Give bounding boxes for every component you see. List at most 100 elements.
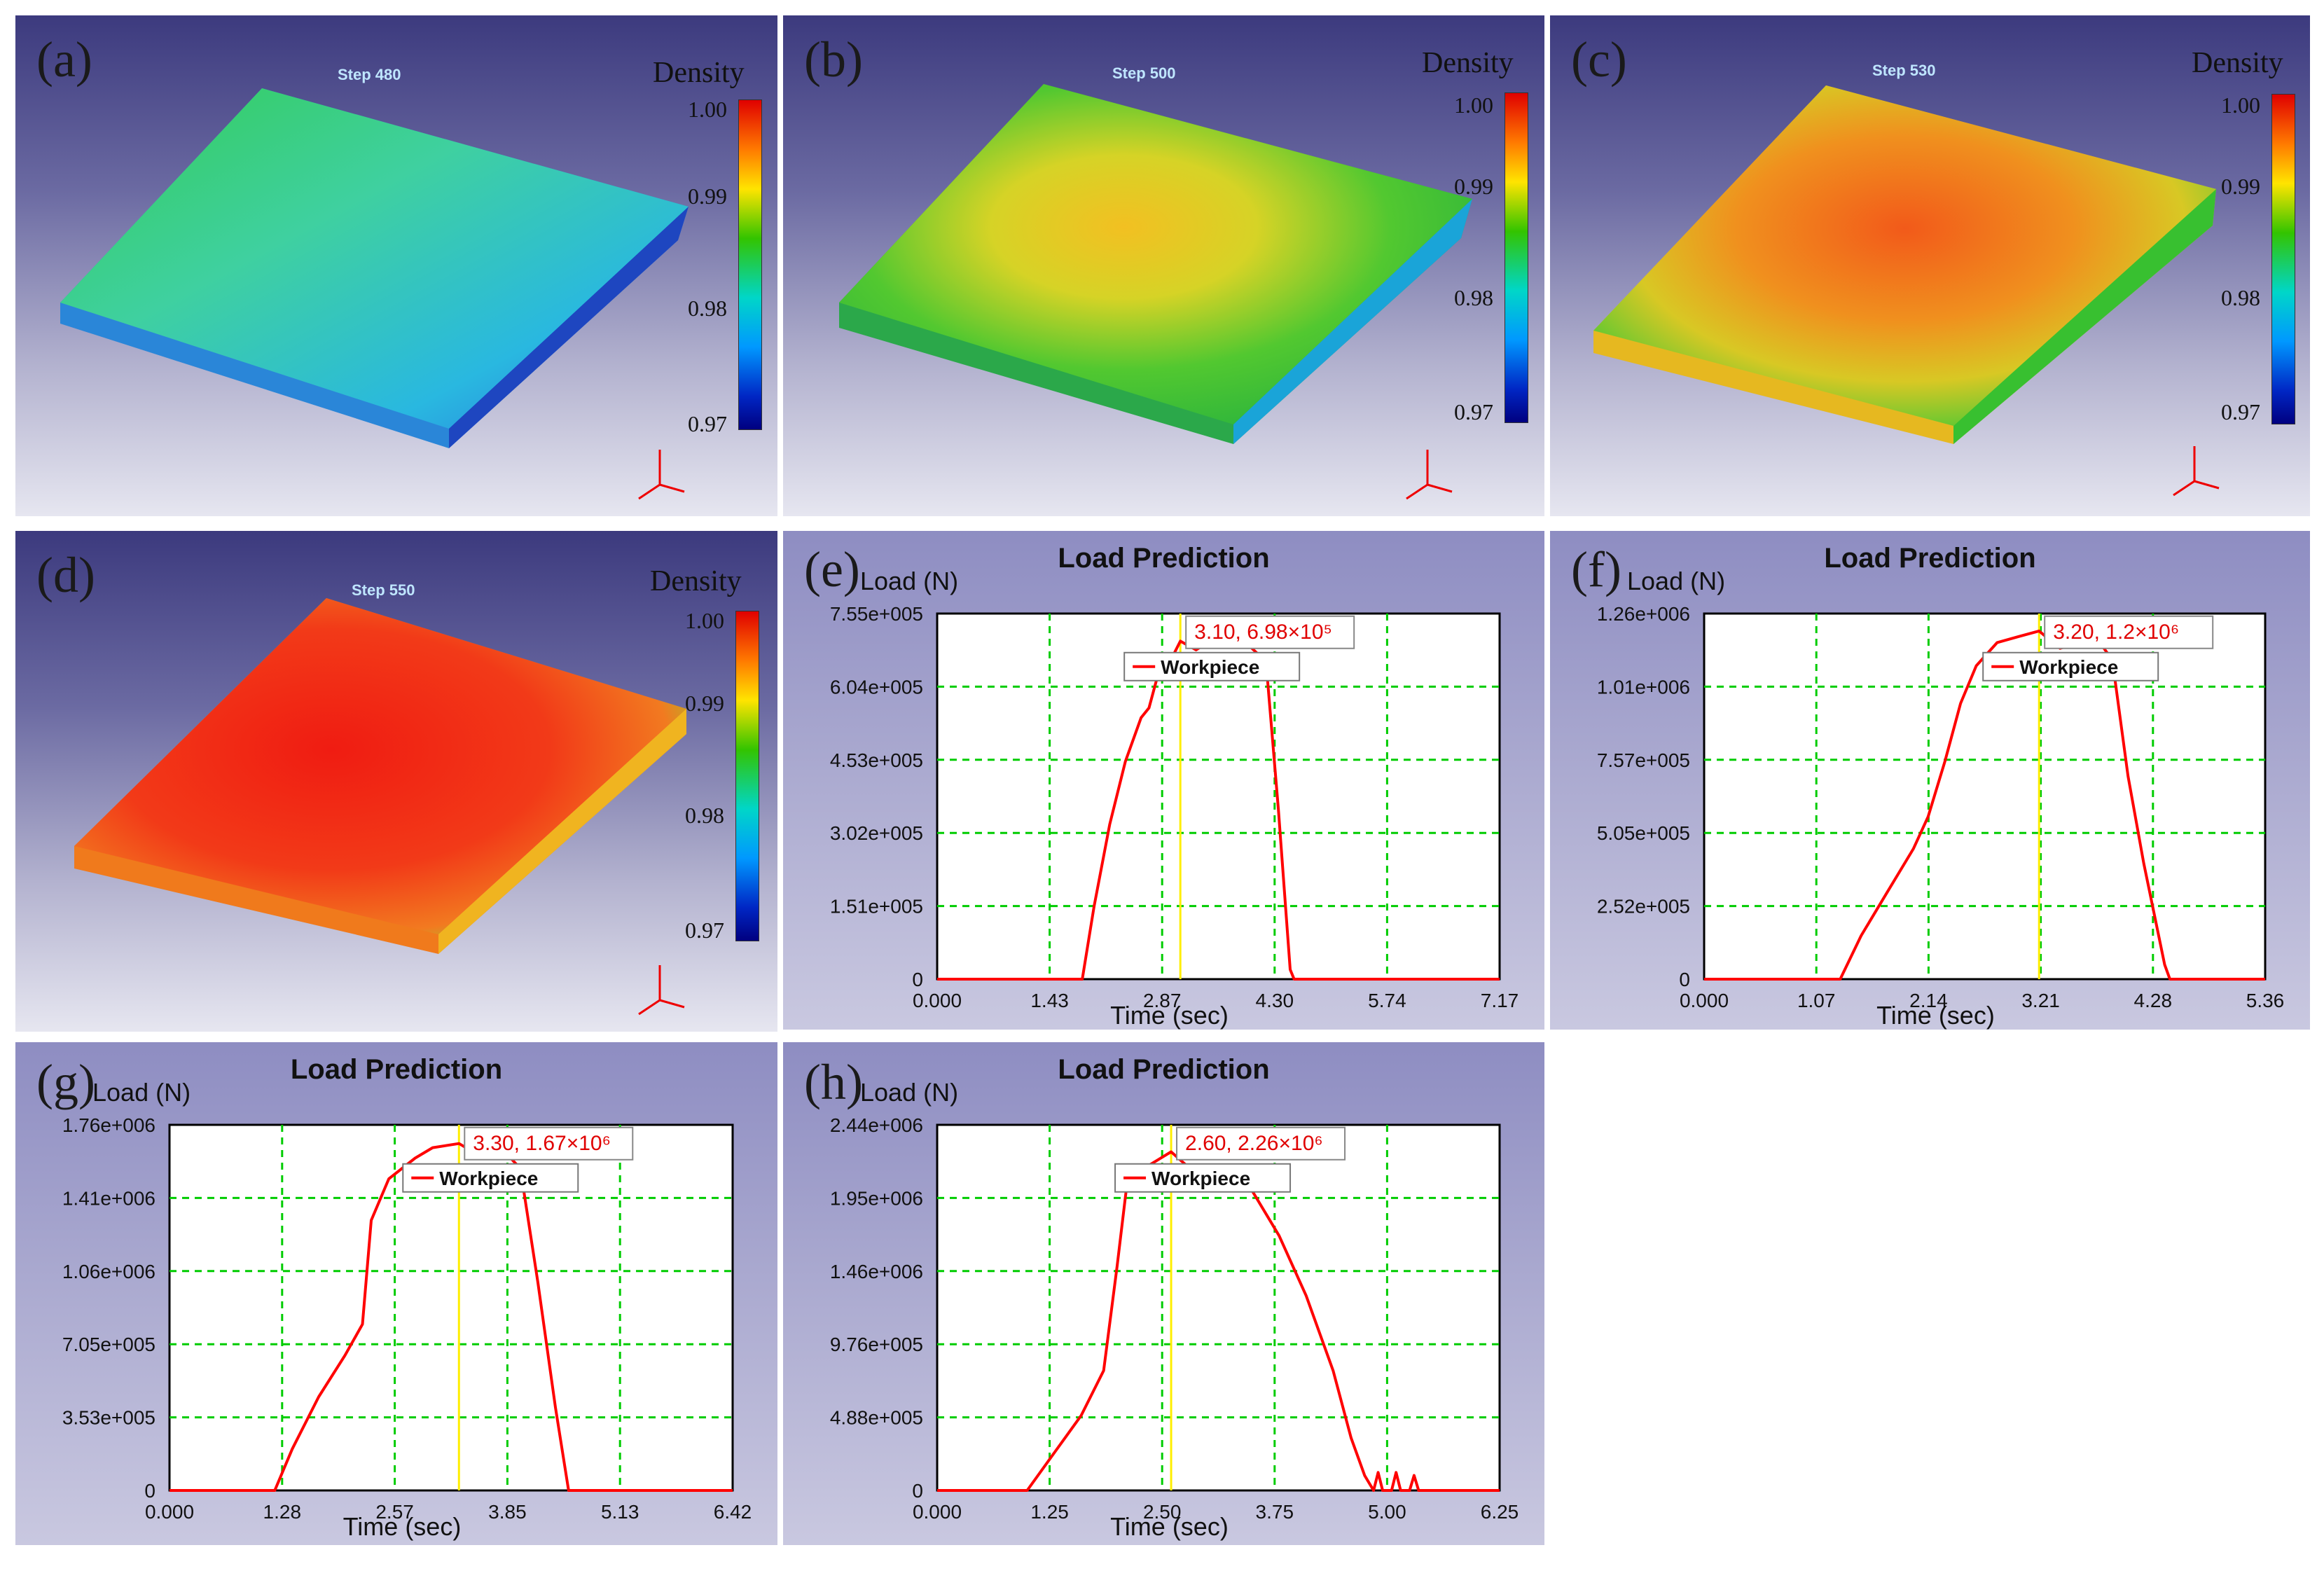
- y-tick-label: 7.57e+005: [1597, 749, 1690, 771]
- plate-a: [60, 88, 689, 448]
- panel-label: (c): [1571, 32, 1627, 88]
- plate-a-edge: [449, 207, 689, 448]
- y-axis-label: Load (N): [92, 1078, 191, 1107]
- chart-g: Load Prediction Load (N) 0.000 1.28 2.57 3.85…: [62, 1054, 752, 1541]
- x-tick-label: 3.21: [2021, 990, 2060, 1011]
- colorbar-tick: 0.99: [688, 184, 727, 209]
- colorbar-tick: 0.97: [1454, 399, 1493, 424]
- annotation-text: 3.20, 1.2×10⁶: [2053, 621, 2179, 644]
- y-axis-label: Load (N): [1627, 567, 1725, 595]
- colorbar-tick: 0.98: [688, 296, 727, 321]
- x-tick-label: 5.36: [2246, 990, 2285, 1011]
- x-axis-label: Time (sec): [1876, 1001, 1995, 1030]
- colorbar-tick: 0.98: [2221, 285, 2260, 310]
- y-tick-label: 2.44e+006: [830, 1114, 923, 1136]
- panel-b: (b) Step 500 Density 1.00 0.99 0.98 0.97: [783, 15, 1544, 516]
- colorbar: [735, 611, 759, 941]
- colorbar-tick: 1.00: [685, 608, 724, 633]
- colorbar: [2271, 94, 2295, 424]
- axis-triad-icon: [2173, 446, 2220, 497]
- x-tick-label: 4.30: [1256, 990, 1294, 1011]
- x-tick-label: 1.25: [1030, 1501, 1069, 1523]
- panel-label: (f): [1571, 541, 1621, 597]
- annotation-box: [464, 1126, 634, 1161]
- y-tick-label: 1.41e+006: [62, 1187, 155, 1209]
- y-tick-label: 1.26e+006: [1597, 603, 1690, 625]
- colorbar-tick: 0.99: [2221, 174, 2260, 199]
- colorbar-tick: 0.98: [685, 803, 724, 828]
- y-tick-label: 1.01e+006: [1597, 676, 1690, 698]
- x-tick-label: 6.42: [714, 1501, 752, 1523]
- plate-d: [74, 598, 686, 954]
- panel-label: (g): [36, 1054, 95, 1110]
- colorbar-tick: 0.98: [1454, 285, 1493, 310]
- x-tick-label: 2.57: [375, 1501, 414, 1523]
- y-tick-label: 2.52e+005: [1597, 896, 1690, 918]
- panel-c: (c) Step 530 Density 1.00 0.99 0.98 0.97: [1550, 15, 2310, 516]
- chart-title: Load Prediction: [1058, 1054, 1269, 1085]
- panel-label: (h): [804, 1054, 863, 1110]
- y-tick-label: 1.95e+006: [830, 1187, 923, 1209]
- y-tick-label: 3.53e+005: [62, 1407, 155, 1429]
- plate-b: [839, 84, 1472, 444]
- y-tick-label: 0: [144, 1480, 155, 1502]
- x-axis-label: Time (sec): [1110, 1512, 1229, 1541]
- x-tick-label: 1.28: [263, 1501, 302, 1523]
- panel-a: (a) Step 480 Density 1.00 0.99 0.98 0.97: [15, 15, 777, 516]
- panel-label: (d): [36, 547, 95, 603]
- plate-c-edge: [1953, 189, 2216, 444]
- chart-title: Load Prediction: [1824, 543, 2035, 574]
- x-tick-label: 1.43: [1030, 990, 1069, 1011]
- legend-label: Workpiece: [2019, 656, 2118, 678]
- plate-d-edge: [438, 709, 686, 954]
- legend-label: Workpiece: [1161, 656, 1259, 678]
- x-tick-label: 1.07: [1797, 990, 1836, 1011]
- series-line-workpiece: [937, 1150, 1500, 1492]
- x-tick-label: 2.14: [1909, 990, 1948, 1011]
- y-tick-label: 3.02e+005: [830, 822, 923, 844]
- y-tick-label: 0: [1679, 969, 1690, 990]
- x-tick-label: 2.50: [1143, 1501, 1182, 1523]
- plate-c-top: [1593, 85, 2216, 426]
- x-axis-label: Time (sec): [343, 1512, 462, 1541]
- x-tick-label: 2.87: [1143, 990, 1182, 1011]
- panel-label: (b): [804, 32, 863, 88]
- colorbar: [1505, 92, 1528, 423]
- x-tick-label: 5.13: [601, 1501, 639, 1523]
- y-tick-label: 4.88e+005: [830, 1407, 923, 1429]
- panel-label: (a): [36, 32, 92, 88]
- panel-label: (e): [804, 541, 860, 597]
- y-axis-label: Load (N): [860, 1078, 958, 1107]
- annotation-box: [1176, 1126, 1346, 1161]
- colorbar-tick: 0.97: [2221, 399, 2260, 424]
- chart-h: Load Prediction Load (N) 0.000 1.25 2.50 3.75…: [830, 1054, 1519, 1541]
- colorbar-tick: 1.00: [1454, 92, 1493, 118]
- annotation-text: 2.60, 2.26×10⁶: [1185, 1132, 1323, 1155]
- y-tick-label: 4.53e+005: [830, 749, 923, 771]
- x-tick-label: 5.74: [1368, 990, 1406, 1011]
- y-tick-label: 9.76e+005: [830, 1334, 923, 1355]
- colorbar-tick: 1.00: [688, 97, 727, 122]
- colorbar-title: Density: [2192, 47, 2283, 79]
- axis-triad-icon: [638, 965, 685, 1016]
- panel-e: Load Prediction Load (N) 0.000 1.43 2.87 4.30…: [783, 531, 1544, 1030]
- colorbar-tick: 0.99: [685, 691, 724, 716]
- x-tick-label: 3.75: [1256, 1501, 1294, 1523]
- plate-a-top: [60, 88, 689, 429]
- legend-label: Workpiece: [1151, 1168, 1250, 1189]
- panel-d: (d) Step 550 Density 1.00 0.99 0.98 0.97: [15, 531, 777, 1032]
- y-tick-label: 1.46e+006: [830, 1261, 923, 1282]
- x-tick-label: 0.000: [1680, 990, 1729, 1011]
- colorbar-tick: 0.97: [685, 918, 724, 943]
- step-label: Step 530: [1872, 62, 1936, 79]
- x-tick-label: 0.000: [913, 1501, 962, 1523]
- y-axis-label: Load (N): [860, 567, 958, 595]
- colorbar-tick: 0.99: [1454, 174, 1493, 199]
- y-tick-label: 6.04e+005: [830, 676, 923, 698]
- series-line-workpiece: [1704, 629, 2265, 981]
- x-tick-label: 5.00: [1368, 1501, 1406, 1523]
- y-tick-label: 5.05e+005: [1597, 822, 1690, 844]
- x-tick-label: 4.28: [2134, 990, 2173, 1011]
- step-label: Step 480: [338, 66, 401, 83]
- chart-e: Load Prediction Load (N) 0.000 1.43 2.87 4.30…: [830, 543, 1519, 1030]
